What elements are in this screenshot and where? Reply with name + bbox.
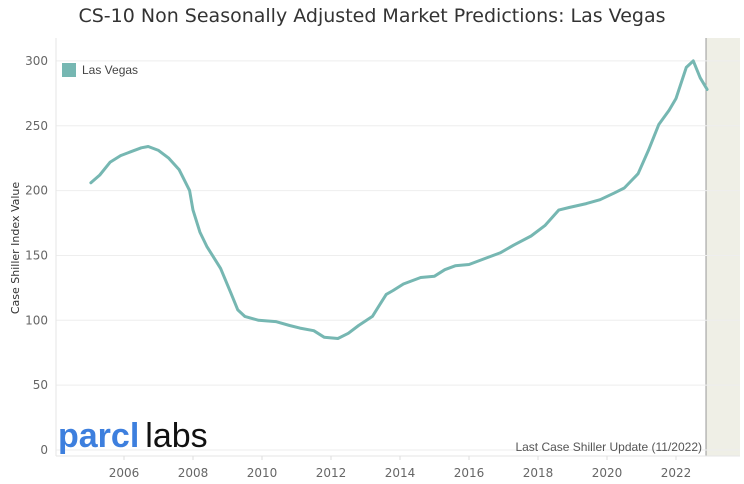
data-point: [667, 108, 671, 112]
data-point: [419, 276, 422, 279]
y-tick-label: 300: [25, 54, 48, 68]
data-point: [529, 234, 533, 238]
data-point: [612, 191, 616, 195]
data-point: [598, 198, 602, 201]
data-point: [685, 66, 688, 69]
data-point: [229, 291, 233, 295]
data-point: [674, 97, 678, 100]
data-point: [157, 149, 160, 152]
data-point: [322, 335, 326, 339]
data-point: [146, 145, 150, 148]
forecast-shaded-region: [706, 38, 740, 456]
data-point: [188, 189, 191, 192]
x-tick-label: 2020: [592, 466, 623, 480]
data-point: [167, 156, 171, 160]
data-point: [205, 245, 208, 248]
x-tick-label: 2014: [385, 466, 416, 480]
x-tick-label: 2018: [523, 466, 554, 480]
y-tick-label: 150: [25, 248, 48, 262]
data-point: [336, 337, 340, 340]
legend: Las Vegas: [62, 63, 138, 77]
data-point: [298, 326, 302, 330]
legend-swatch: [62, 63, 76, 77]
data-point: [109, 160, 112, 164]
y-tick-label: 250: [25, 119, 48, 133]
y-axis-label: Case Shiller Index Value: [9, 182, 22, 315]
x-tick-label: 2012: [316, 466, 347, 480]
data-point: [140, 146, 143, 149]
data-point: [129, 150, 133, 153]
data-point: [243, 315, 246, 318]
data-point: [257, 319, 260, 322]
data-point: [585, 202, 588, 205]
data-point: [498, 251, 502, 255]
data-point: [657, 123, 660, 126]
data-point: [698, 76, 702, 79]
data-point: [705, 88, 709, 91]
y-tick-label: 50: [33, 378, 48, 392]
data-point: [119, 154, 122, 157]
x-tick-label: 2022: [661, 466, 692, 480]
x-tick-label: 2016: [454, 466, 485, 480]
data-point: [198, 230, 202, 234]
x-tick-label: 2008: [178, 466, 209, 480]
chart-title: CS-10 Non Seasonally Adjusted Market Pre…: [78, 5, 666, 27]
data-point: [385, 293, 388, 296]
y-tick-label: 100: [25, 313, 48, 327]
data-point: [236, 308, 240, 312]
data-point: [512, 243, 516, 247]
data-point: [647, 149, 650, 152]
data-point: [288, 324, 291, 327]
data-point: [219, 267, 222, 270]
data-point: [347, 332, 350, 335]
data-point: [357, 324, 360, 327]
data-point: [391, 289, 395, 292]
data-point: [89, 181, 93, 185]
y-tick-label: 200: [25, 184, 48, 198]
data-point: [433, 275, 436, 278]
data-point: [98, 173, 102, 177]
data-point: [543, 224, 547, 227]
data-point: [274, 320, 277, 323]
parcl-labs-logo: parcl labs: [58, 417, 208, 455]
x-tick-label: 2006: [109, 466, 140, 480]
legend-label: Las Vegas: [82, 63, 139, 77]
data-point: [454, 264, 457, 268]
series-line-las-vegas: [89, 59, 709, 340]
data-point: [567, 206, 571, 209]
data-point: [557, 208, 560, 212]
data-point: [467, 263, 471, 266]
data-point: [485, 256, 488, 260]
data-point: [636, 172, 640, 175]
data-point: [191, 208, 195, 212]
data-point: [371, 315, 374, 318]
data-point: [623, 186, 626, 190]
data-point: [178, 168, 181, 172]
y-tick-label: 0: [40, 443, 48, 457]
data-point: [443, 268, 447, 271]
data-point: [402, 282, 405, 286]
annotation: Last Case Shiller Update (11/2022): [515, 440, 702, 454]
x-tick-label: 2010: [247, 466, 278, 480]
data-point: [312, 329, 315, 332]
data-point: [692, 59, 695, 63]
